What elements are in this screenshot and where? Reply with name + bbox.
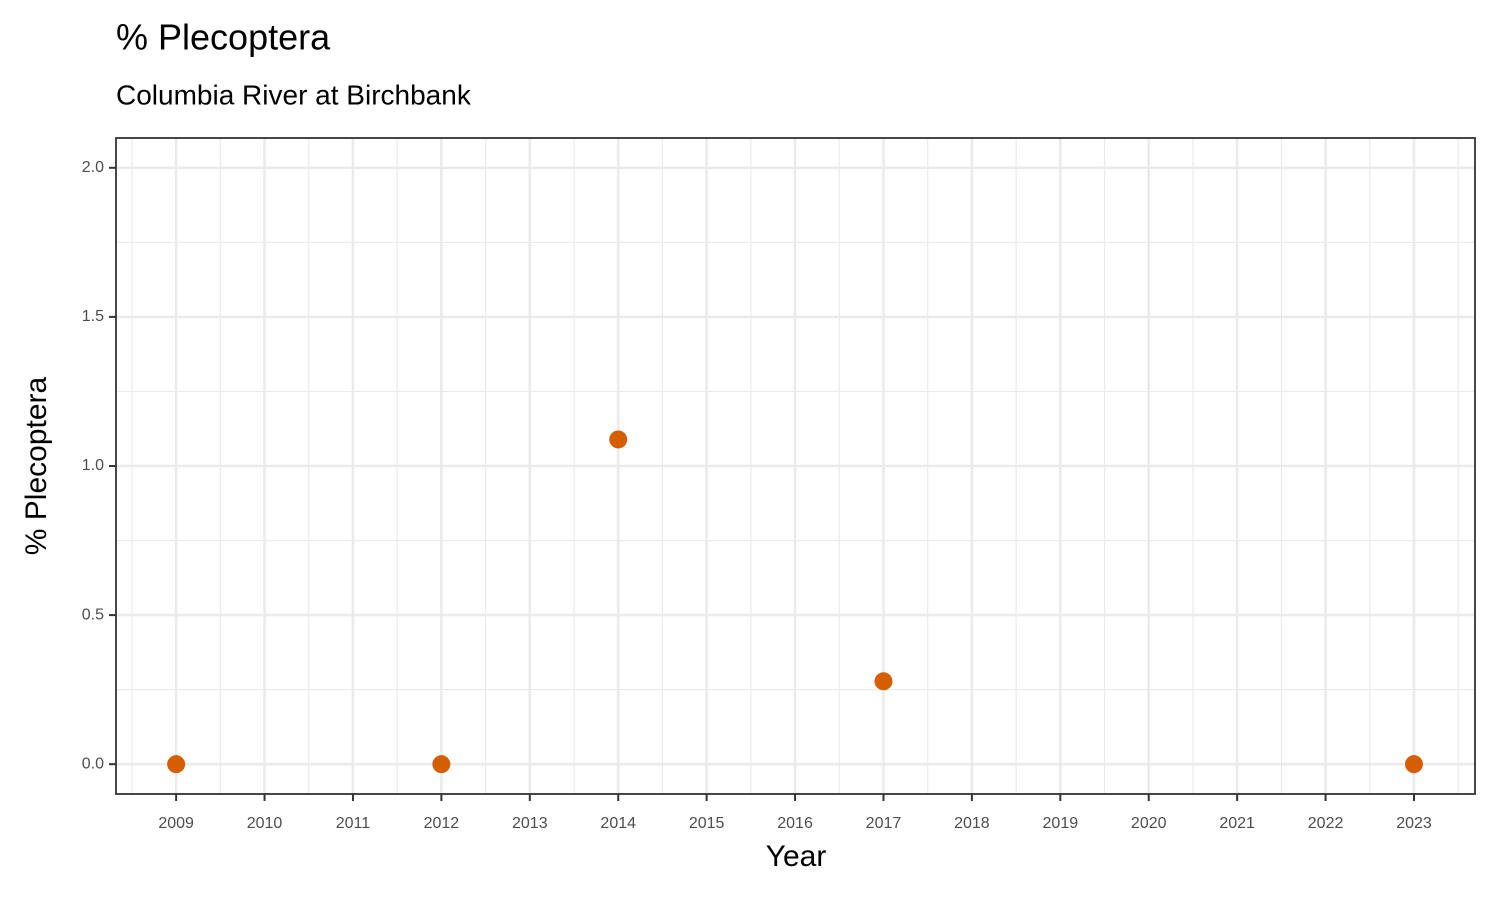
point — [609, 430, 628, 449]
y-tick-label: 0.0 — [82, 755, 104, 772]
point — [432, 755, 451, 774]
y-tick-label: 1.5 — [82, 308, 104, 325]
x-tick-label: 2019 — [1043, 815, 1079, 832]
panel-border — [115, 137, 1476, 795]
x-axis-title: Year — [766, 840, 827, 873]
x-tick-label: 2010 — [247, 815, 283, 832]
y-tick-label: 0.5 — [82, 606, 104, 623]
x-tick-label: 2021 — [1219, 815, 1255, 832]
point — [167, 755, 186, 774]
x-tick-label: 2022 — [1308, 815, 1344, 832]
x-tick-label: 2014 — [600, 815, 636, 832]
x-tick-label: 2011 — [336, 815, 371, 832]
y-tick-label: 1.0 — [82, 457, 104, 474]
chart-title: % Plecoptera — [116, 17, 331, 58]
x-tick-label: 2020 — [1131, 815, 1167, 832]
y-axis-title: % Plecoptera — [20, 376, 53, 555]
x-tick-label: 2016 — [777, 815, 813, 832]
x-tick-label: 2013 — [512, 815, 548, 832]
x-tick-label: 2009 — [158, 815, 194, 832]
x-tick-label: 2023 — [1396, 815, 1432, 832]
y-tick-label: 2.0 — [82, 159, 104, 176]
x-tick-label: 2012 — [424, 815, 460, 832]
point — [874, 672, 893, 691]
point — [1404, 755, 1423, 774]
x-tick-label: 2018 — [954, 815, 990, 832]
x-tick-label: 2015 — [689, 815, 725, 832]
x-tick-label: 2017 — [866, 815, 902, 832]
chart-subtitle: Columbia River at Birchbank — [116, 79, 472, 110]
